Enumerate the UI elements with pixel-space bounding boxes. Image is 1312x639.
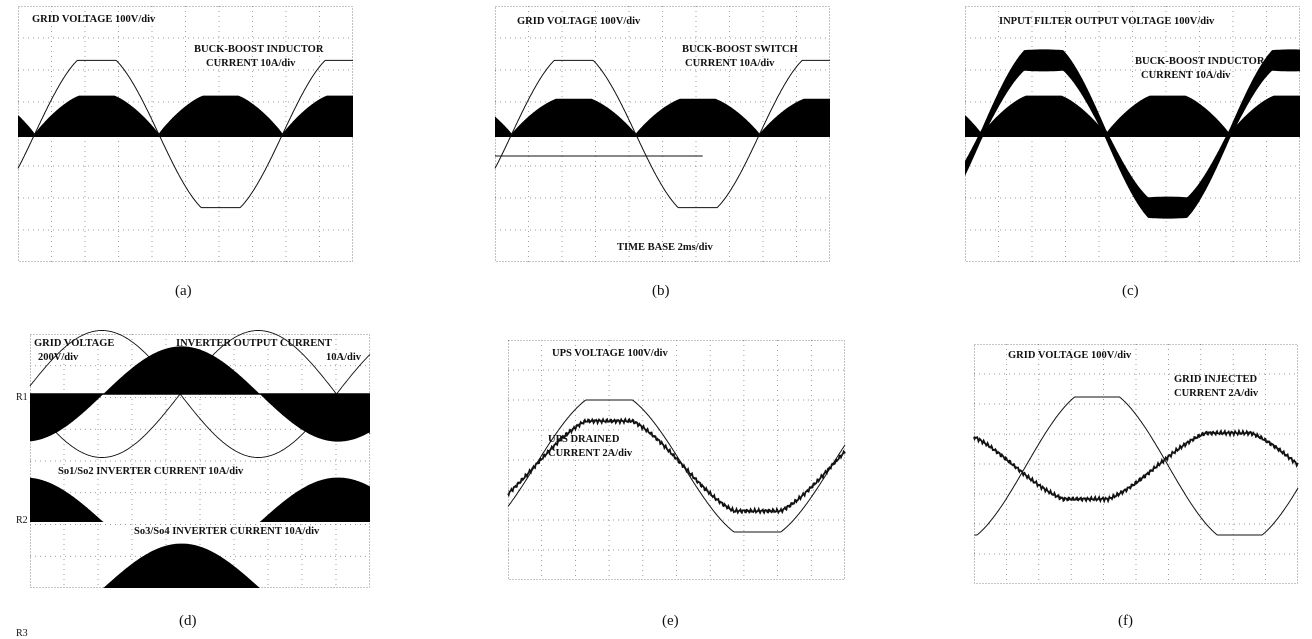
screen-border-f [974,344,1298,584]
scope-screen-b [494,6,830,262]
annotation-grid-scale-d: 200V/div [38,352,79,363]
caption-a: (a) [175,283,192,299]
annotation-switch-scale-b: CURRENT 10A/div [685,58,775,69]
current-envelope-a [18,95,353,137]
annotation-ups-voltage-e: UPS VOLTAGE 100V/div [552,348,668,359]
reference-label-r3: R3 [16,628,28,639]
annotation-grid-voltage-a: GRID VOLTAGE 100V/div [32,14,156,25]
reference-label-r2: R2 [16,515,28,526]
annotation-ups-scale-e: CURRENT 2A/div [548,448,633,459]
scope-screen-a [17,6,353,262]
annotation-switch-b: BUCK-BOOST SWITCH [682,44,798,55]
scope-panel-b: GRID VOLTAGE 100V/div BUCK-BOOST SWITCH … [494,6,830,262]
caption-f: (f) [1118,613,1133,629]
voltage-trace-b [494,59,830,209]
reference-label-r1: R1 [16,392,28,403]
scope-panel-a: GRID VOLTAGE 100V/div BUCK-BOOST INDUCTO… [17,6,353,262]
graticule-e [508,340,845,580]
annotation-grid-injected-f: GRID INJECTED [1174,374,1258,385]
graticule-f [974,344,1298,584]
annotation-grid-voltage-f: GRID VOLTAGE 100V/div [1008,350,1132,361]
scope-screen-d [29,330,371,588]
scope-screen-c [965,6,1300,262]
current-envelope-c [965,95,1300,137]
annotation-inductor-scale-c: CURRENT 10A/div [1141,70,1231,81]
annotation-filter-voltage-c: INPUT FILTER OUTPUT VOLTAGE 100V/div [999,16,1215,27]
scope-screen-e [507,340,846,580]
screen-border-d [30,334,370,588]
annotation-grid-voltage-d: GRID VOLTAGE [34,338,115,349]
annotation-so12-d: So1/So2 INVERTER CURRENT 10A/div [58,466,244,477]
annotation-inductor-a: BUCK-BOOST INDUCTOR [194,44,324,55]
scope-panel-e: UPS VOLTAGE 100V/div UPS DRAINED CURRENT… [507,340,846,580]
current-envelope-b [495,98,830,137]
caption-d: (d) [179,613,197,629]
annotation-time-base-b: TIME BASE 2ms/div [617,242,713,253]
annotation-inductor-c: BUCK-BOOST INDUCTOR [1135,56,1265,67]
current-trace-e [507,417,846,515]
so34-current-d [30,543,370,588]
annotation-grid-voltage-b: GRID VOLTAGE 100V/div [517,16,641,27]
caption-e: (e) [662,613,679,629]
voltage-trace-e [507,399,846,533]
annotation-inverter-scale-d: 10A/div [326,352,362,363]
scope-panel-f: GRID VOLTAGE 100V/div GRID INJECTED CURR… [973,344,1299,584]
current-trace-f [973,428,1299,504]
annotation-grid-injected-scale-f: CURRENT 2A/div [1174,388,1259,399]
voltage-trace-a [17,59,353,209]
caption-b: (b) [652,283,670,299]
so12-current-d [30,477,370,522]
voltage-band-c [965,49,1300,219]
caption-c: (c) [1122,283,1139,299]
voltage-trace-f [974,396,1299,536]
annotation-inverter-current-d: INVERTER OUTPUT CURRENT [176,338,332,349]
annotation-inductor-scale-a: CURRENT 10A/div [206,58,296,69]
scope-panel-c: INPUT FILTER OUTPUT VOLTAGE 100V/div BUC… [965,6,1300,262]
annotation-ups-drained-e: UPS DRAINED [548,434,620,445]
scope-panel-d: GRID VOLTAGE 200V/div INVERTER OUTPUT CU… [29,330,371,588]
scope-screen-f [973,344,1299,584]
annotation-so34-d: So3/So4 INVERTER CURRENT 10A/div [134,526,320,537]
